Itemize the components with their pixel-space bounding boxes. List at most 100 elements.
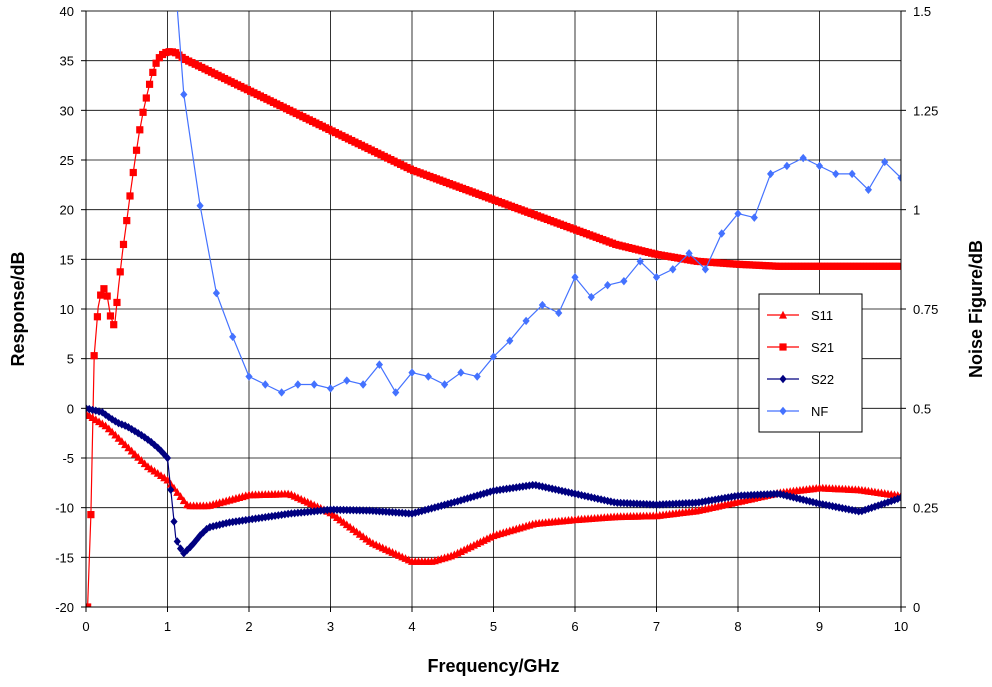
- data-point: [142, 94, 150, 102]
- data-point: [97, 291, 105, 299]
- data-point: [268, 512, 276, 521]
- data-point: [871, 502, 879, 511]
- x-tick-label: 8: [734, 619, 741, 634]
- y-tick-label: -10: [55, 501, 74, 516]
- data-point: [806, 497, 814, 506]
- legend: S11 S21 S22 NF: [758, 293, 863, 433]
- series-s22: [86, 404, 901, 558]
- data-point: [278, 510, 286, 520]
- data-point: [424, 505, 432, 514]
- data-point: [411, 508, 419, 517]
- y2-tick-label: 0.5: [913, 401, 931, 416]
- data-point: [564, 488, 573, 497]
- legend-entry-s11: S11: [767, 308, 833, 323]
- data-point: [235, 516, 243, 526]
- data-point: [561, 487, 569, 496]
- y2-tick-label: 1.5: [913, 4, 931, 19]
- data-point: [116, 268, 124, 276]
- data-point: [183, 545, 191, 555]
- data-point: [538, 300, 546, 310]
- data-point: [212, 521, 220, 530]
- legend-box: [758, 293, 863, 433]
- data-point: [636, 257, 644, 266]
- y2-tick-label: 1.25: [913, 103, 938, 118]
- data-point: [392, 388, 400, 397]
- data-point: [176, 492, 185, 500]
- data-point: [136, 126, 144, 134]
- data-point: [711, 495, 719, 504]
- y-tick-label: 5: [67, 352, 74, 367]
- y-tick-label: 35: [60, 54, 74, 69]
- data-point: [110, 321, 118, 329]
- data-point: [620, 276, 628, 286]
- data-point: [864, 185, 872, 194]
- data-point: [652, 273, 661, 282]
- data-point: [424, 372, 432, 381]
- data-point: [457, 368, 465, 377]
- y-tick-label: 0: [67, 401, 74, 416]
- data-point: [129, 168, 137, 177]
- y2-tick-label: 0.25: [913, 501, 938, 516]
- data-point: [809, 497, 817, 507]
- data-point: [793, 493, 801, 503]
- data-point: [789, 493, 798, 502]
- data-point: [179, 496, 188, 505]
- data-point: [222, 518, 230, 528]
- data-point: [245, 372, 253, 381]
- legend-entry-nf: NF: [767, 404, 828, 419]
- data-point: [310, 380, 318, 389]
- data-point: [196, 201, 204, 210]
- data-point: [457, 496, 465, 505]
- data-point: [86, 603, 92, 607]
- data-point: [375, 360, 383, 369]
- data-point: [441, 380, 449, 389]
- data-point: [476, 490, 485, 499]
- x-tick-label: 2: [245, 619, 252, 634]
- legend-swatch-marker: [779, 310, 787, 319]
- data-point: [868, 503, 876, 512]
- data-point: [584, 492, 592, 501]
- data-point: [149, 68, 157, 76]
- data-point: [258, 513, 266, 522]
- y-tick-label: 15: [60, 252, 74, 267]
- y-tick-label: -15: [55, 550, 74, 565]
- y-axis-title: Response/dB: [8, 251, 28, 366]
- data-point: [874, 501, 882, 510]
- x-tick-label: 9: [816, 619, 823, 634]
- legend-swatch-marker: [779, 406, 787, 416]
- data-point: [727, 492, 736, 502]
- data-point: [359, 380, 367, 389]
- data-point: [750, 213, 758, 222]
- data-point: [897, 173, 901, 183]
- data-point: [173, 488, 182, 496]
- data-point: [486, 487, 494, 496]
- y2-tick-label: 1: [913, 203, 920, 218]
- y-tick-label: 25: [60, 153, 74, 168]
- x-tick-label: 3: [327, 619, 334, 634]
- legend-entry-s21: S21: [767, 340, 834, 355]
- data-point: [887, 496, 895, 506]
- data-point: [408, 368, 416, 377]
- data-point: [480, 489, 488, 498]
- series-nf: [176, 11, 901, 397]
- data-point: [93, 313, 102, 321]
- data-point: [848, 169, 856, 179]
- data-point: [186, 542, 194, 552]
- data-point: [502, 484, 511, 494]
- data-point: [767, 169, 775, 179]
- legend-label: S21: [811, 340, 834, 355]
- legend-label: S11: [811, 308, 833, 323]
- y2-axis-title: Noise Figure/dB: [966, 240, 986, 378]
- data-point: [828, 502, 837, 511]
- data-point: [506, 336, 514, 345]
- data-point: [225, 518, 234, 527]
- data-point: [86, 404, 93, 414]
- data-point: [326, 384, 335, 393]
- data-point: [506, 484, 514, 493]
- data-point: [180, 90, 188, 99]
- data-point: [103, 292, 111, 300]
- data-point: [163, 453, 172, 463]
- data-point: [118, 420, 126, 429]
- series-s21: [86, 48, 901, 607]
